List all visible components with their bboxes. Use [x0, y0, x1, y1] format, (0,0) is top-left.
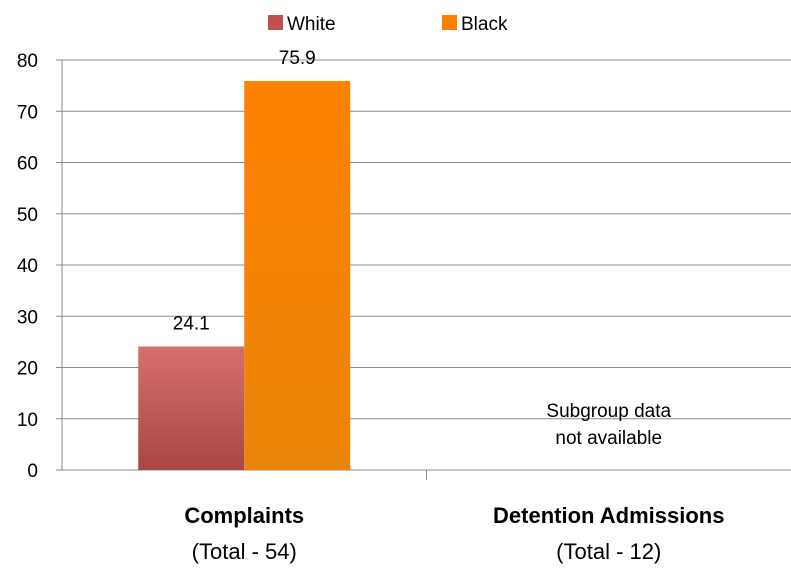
x-category-subtitle: (Total - 54) [192, 539, 297, 564]
labels: 0 10 20 30 40 50 60 70 80 24.1 75.9 Complaints (Tota… [17, 48, 725, 564]
y-tick-label: 60 [17, 154, 38, 175]
legend-swatch-white [268, 15, 283, 30]
y-tick-label: 50 [17, 205, 38, 226]
y-tick-label: 20 [17, 359, 38, 380]
legend-label-white: White [287, 14, 336, 35]
legend-label-black: Black [461, 14, 508, 35]
y-tick-label: 0 [27, 461, 38, 482]
data-label: 75.9 [279, 48, 316, 69]
y-tick-label: 30 [17, 307, 38, 328]
x-category-subtitle: (Total - 12) [556, 539, 661, 564]
legend: White Black [268, 14, 508, 35]
annotation-text: Subgroup data [546, 401, 671, 422]
y-tick-label: 80 [17, 51, 38, 72]
data-label: 24.1 [173, 313, 210, 334]
x-category-label: Detention Admissions [493, 503, 724, 528]
bar-white-complaints [138, 346, 245, 470]
legend-swatch-black [442, 15, 457, 30]
annotation-text: not available [555, 428, 662, 449]
y-tick-label: 70 [17, 102, 38, 123]
bars [138, 81, 351, 470]
x-category-label: Complaints [184, 503, 304, 528]
y-tick-label: 40 [17, 256, 38, 277]
bar-black-complaints [244, 81, 351, 470]
y-tick-label: 10 [17, 410, 38, 431]
